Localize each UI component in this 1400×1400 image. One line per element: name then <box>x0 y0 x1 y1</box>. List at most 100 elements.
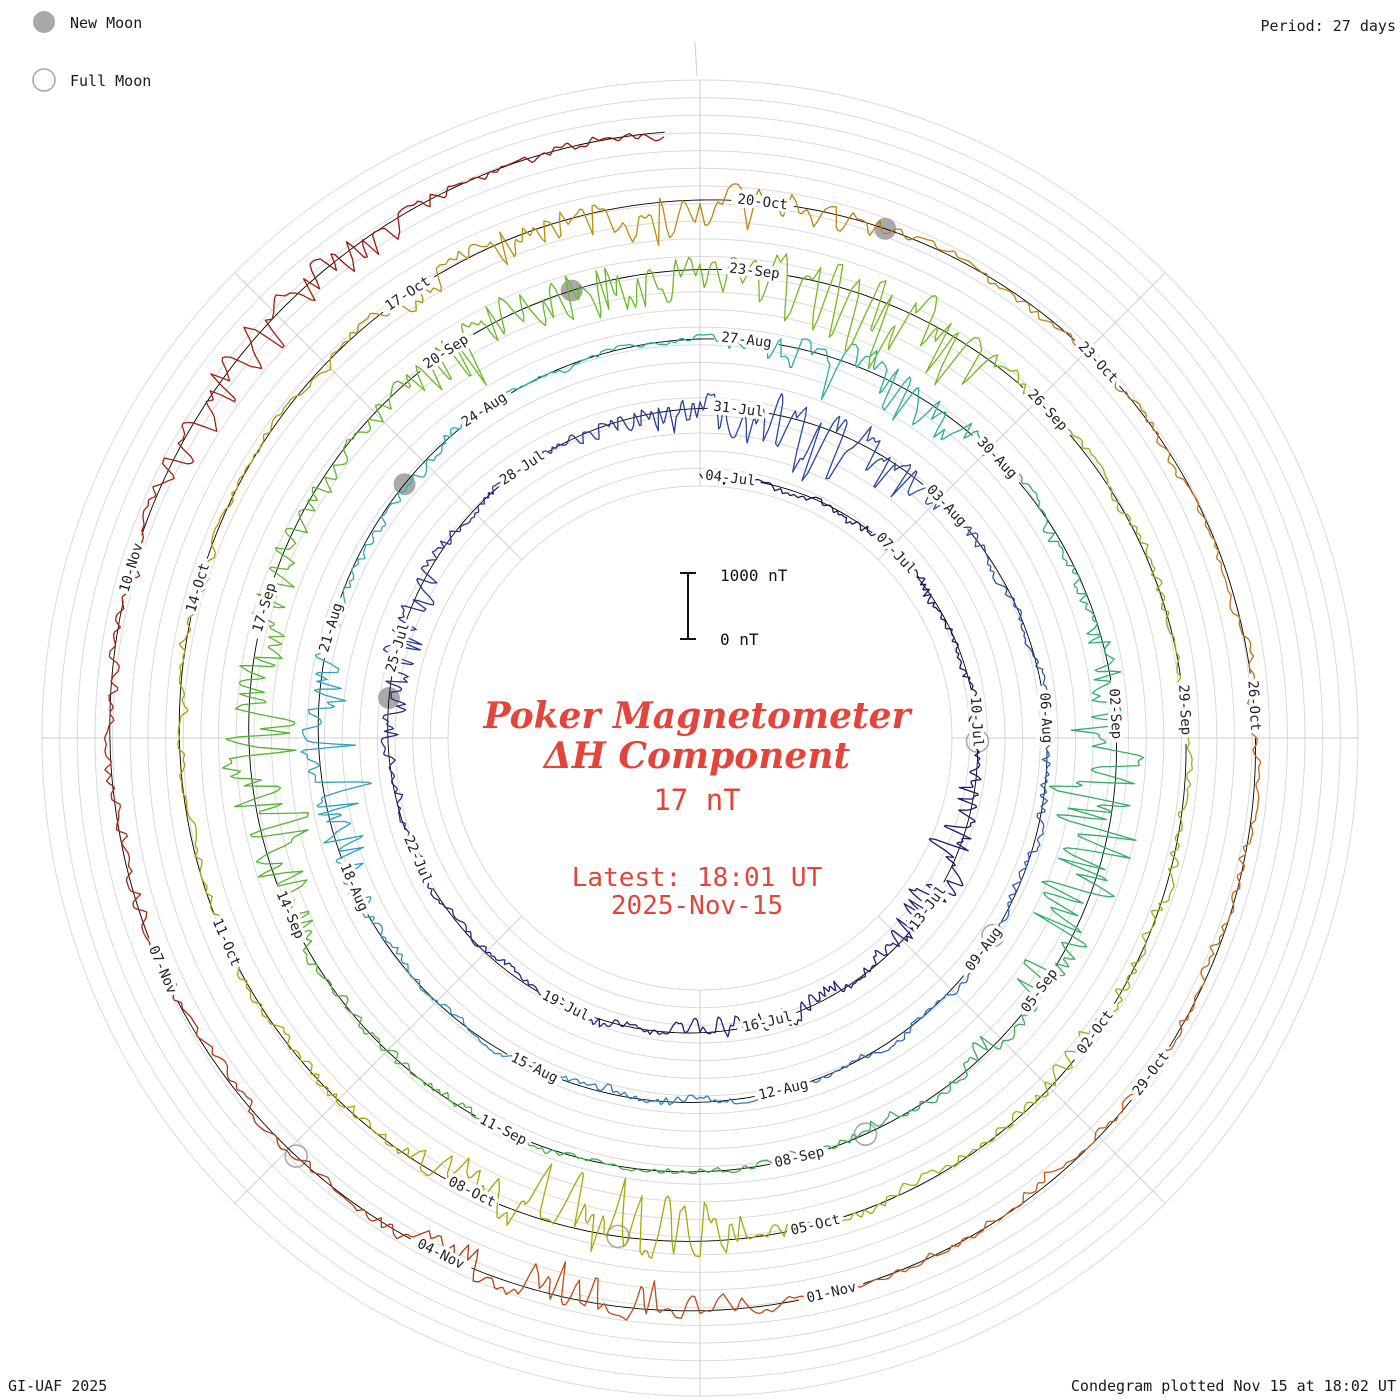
current-value: 17 nT <box>653 783 740 817</box>
date-label: 31-Jul <box>712 399 764 421</box>
date-label: 11-Sep <box>477 1112 529 1149</box>
trace-segment <box>251 380 404 662</box>
trace-segment <box>699 253 1010 386</box>
full-moon-marker <box>981 923 1005 948</box>
date-label: 17-Oct <box>382 273 433 314</box>
trace-segment <box>195 1027 501 1290</box>
trace-segment <box>430 892 598 1025</box>
scale-bar: 1000 nT 0 nT <box>680 566 788 649</box>
date-label: 26-Sep <box>1024 386 1070 434</box>
scale-max-label: 1000 nT <box>720 566 788 585</box>
trace-segment <box>491 399 701 493</box>
plotted-label: Condegram plotted Nov 15 at 18:02 UT <box>1071 1377 1396 1395</box>
trace-segment <box>300 671 380 925</box>
trace-segment <box>699 332 958 441</box>
magnetometer-trace <box>104 132 1262 1321</box>
grid-seam-line <box>694 41 698 77</box>
new-moon-icon <box>33 11 55 33</box>
date-label: 28-Jul <box>497 448 548 489</box>
date-label: 23-Oct <box>1075 339 1121 387</box>
date-label: 07-Jul <box>873 530 919 578</box>
date-label: 20-Sep <box>421 331 472 372</box>
trace-segment <box>307 963 551 1155</box>
date-label: 01-Nov <box>805 1279 858 1306</box>
date-label: 05-Oct <box>789 1212 842 1239</box>
trace-segment <box>893 1019 1189 1273</box>
trace-segment <box>402 256 701 392</box>
date-label: 10-Nov <box>117 541 147 594</box>
trace-segment <box>548 1139 848 1175</box>
date-label: 08-Sep <box>773 1144 826 1171</box>
full-moon-marker <box>853 1122 878 1146</box>
chart-title-line1: Poker Magnetometer <box>482 695 913 737</box>
latest-time-label: Latest: 18:01 UT <box>572 863 823 893</box>
scale-zero-label: 0 nT <box>720 630 759 649</box>
trace-segment <box>1007 369 1178 655</box>
period-label: Period: 27 days <box>1261 17 1396 35</box>
date-label: 03-Aug <box>923 482 969 530</box>
trace-segment <box>221 659 314 965</box>
trace-segment <box>1033 666 1145 950</box>
full-moon-marker <box>284 1144 309 1168</box>
date-label: 21-Aug <box>316 601 346 654</box>
date-label: 19-Jul <box>539 987 591 1024</box>
date-label: 09-Aug <box>962 924 1005 974</box>
trace-segment <box>1048 320 1251 642</box>
grid-spoke <box>877 915 1166 1204</box>
full-moon-icon <box>32 68 56 92</box>
trace-segment <box>535 1163 874 1259</box>
trace-segment <box>699 392 918 498</box>
trace-segment <box>907 485 1046 678</box>
trace-segment <box>596 1007 803 1038</box>
date-label: 16-Jul <box>741 1009 794 1036</box>
legend-new-moon-label: New Moon <box>70 14 142 32</box>
trace-segment <box>382 491 495 684</box>
date-label: 10-Jul <box>967 696 986 747</box>
polar-grid <box>41 41 1359 1397</box>
trace-segment <box>800 879 957 1018</box>
date-label: 26-Oct <box>1244 680 1263 731</box>
date-label: 06-Aug <box>1036 692 1055 743</box>
trace-segment <box>928 689 982 887</box>
date-label: 07-Nov <box>145 944 180 997</box>
date-label: 04-Nov <box>414 1236 466 1273</box>
trace-segment <box>699 473 872 536</box>
trace-segment <box>445 334 701 438</box>
trace-segment <box>872 985 1131 1214</box>
trace-segment <box>178 329 359 648</box>
date-label: 18-Aug <box>336 861 371 914</box>
trace-segment <box>177 645 252 999</box>
trace-segment <box>113 278 321 636</box>
trace-segment <box>249 996 537 1227</box>
trace-segment <box>309 132 665 283</box>
chart-title-line2: ΔH Component <box>542 735 851 777</box>
trace-segment <box>1007 676 1051 917</box>
date-label: 14-Oct <box>183 561 213 614</box>
trace-segment <box>380 682 433 895</box>
trace-segment <box>956 422 1115 668</box>
date-label: 02-Sep <box>1106 688 1125 739</box>
latest-date-label: 2025-Nov-15 <box>611 891 783 921</box>
trace-segment <box>357 197 701 331</box>
trace-segment <box>1126 653 1193 987</box>
grid-spoke <box>877 272 1166 561</box>
date-label: 24-Aug <box>459 389 510 430</box>
grid-spoke <box>234 272 523 561</box>
date-label: 27-Aug <box>720 330 772 352</box>
credit-label: GI-UAF 2025 <box>8 1377 107 1395</box>
legend-full-moon-label: Full Moon <box>70 72 151 90</box>
trace-segment <box>499 1261 896 1321</box>
trace-segment <box>822 915 1009 1079</box>
trace-segment <box>314 435 448 674</box>
date-label: 29-Sep <box>1175 684 1194 735</box>
trace-segment <box>575 1076 824 1106</box>
date-label: 22-Jul <box>400 833 435 886</box>
trace-segment <box>104 633 199 1029</box>
legend: New Moon Full Moon <box>32 11 151 92</box>
date-label: 23-Sep <box>728 261 780 283</box>
trace-segment <box>869 533 974 691</box>
grid-spoke <box>234 915 523 1204</box>
trace-segment <box>699 183 1051 323</box>
trace-segment <box>1187 640 1262 1021</box>
